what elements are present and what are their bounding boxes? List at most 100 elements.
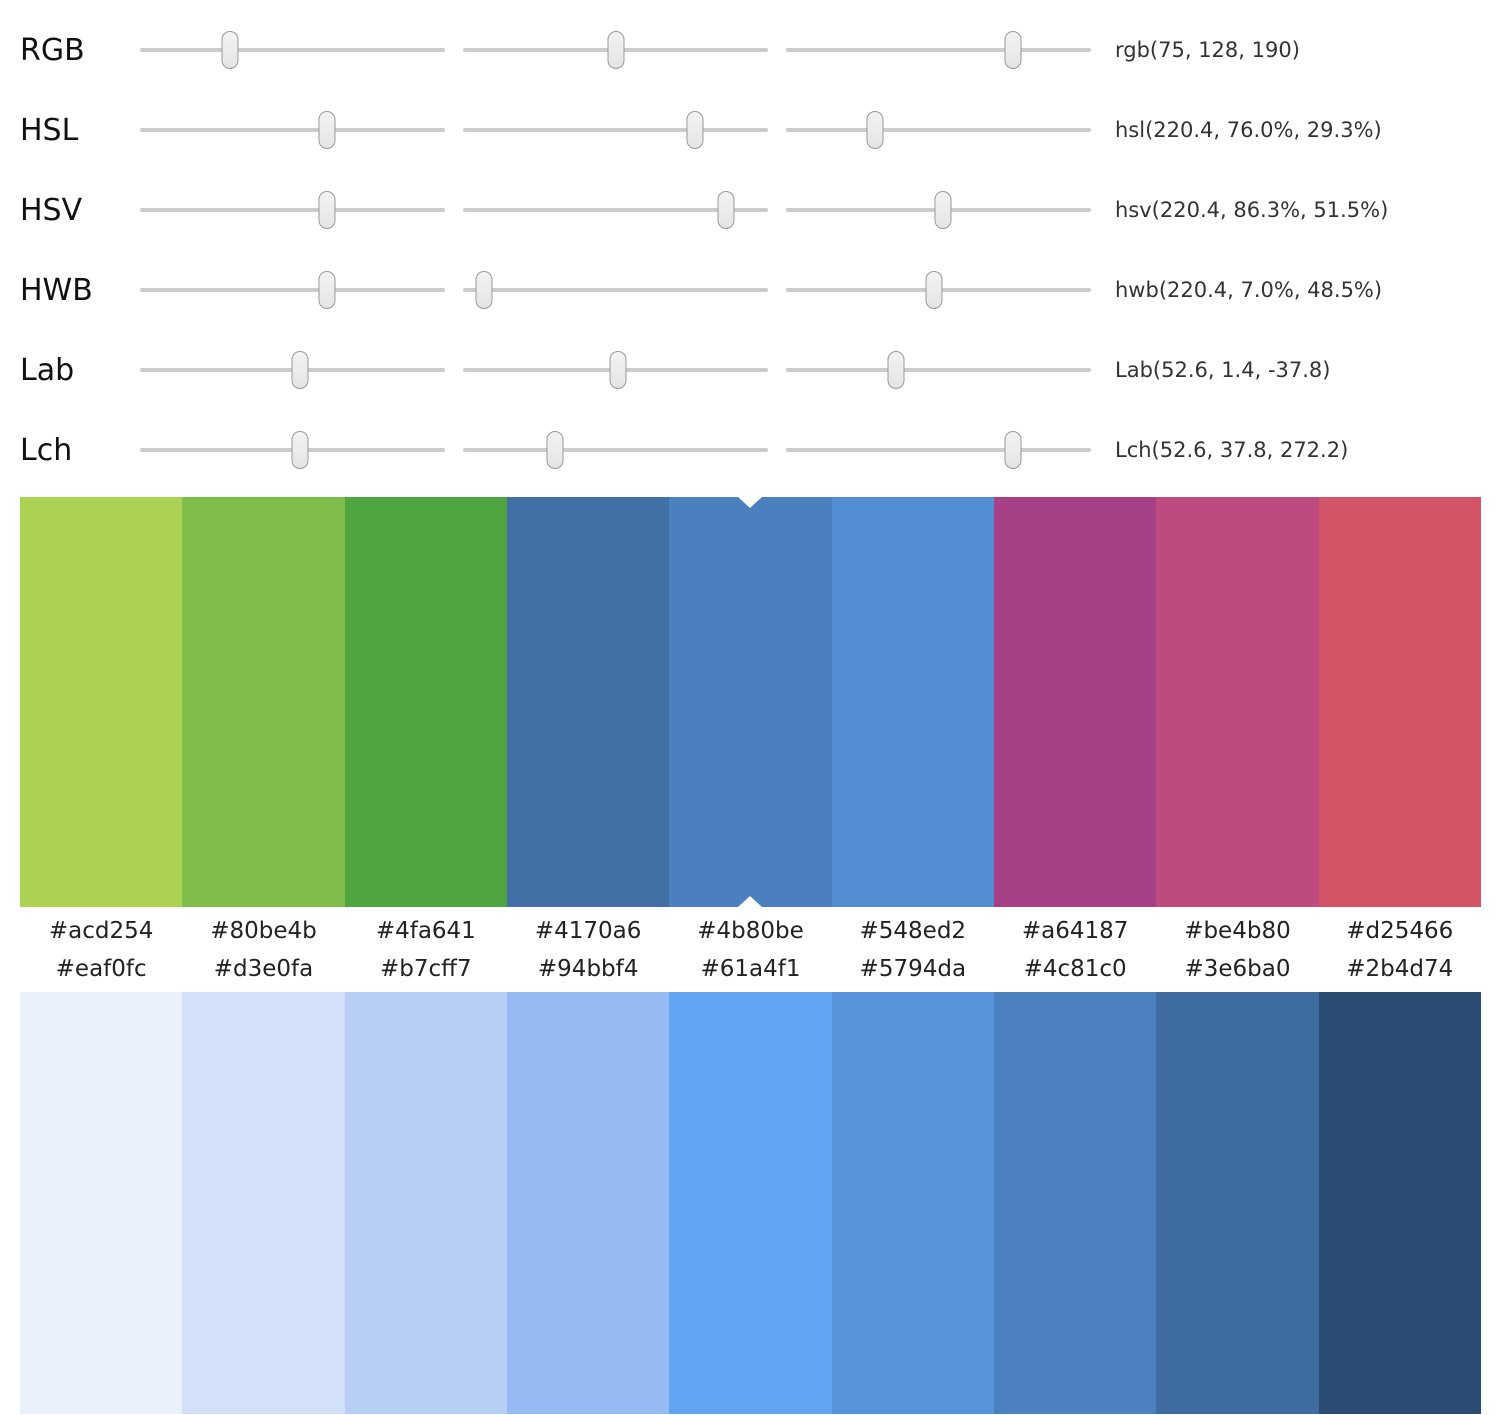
slider-channel-1[interactable] [140, 187, 445, 233]
slider-channel-1[interactable] [140, 427, 445, 473]
palette-swatch[interactable] [1156, 497, 1319, 907]
colorspace-label: Lch [20, 432, 73, 468]
palette-swatch[interactable] [344, 497, 507, 907]
scale-palette [20, 992, 1481, 1414]
colorspace-label: Lab [20, 352, 75, 388]
slider-thumb[interactable] [318, 191, 336, 229]
colorspace-label: RGB [20, 32, 85, 68]
color-value-text: hsv(220.4, 86.3%, 51.5%) [1115, 198, 1389, 222]
palette-swatch[interactable] [669, 992, 832, 1414]
hex-label: #b7cff7 [380, 956, 472, 982]
hex-label: #61a4f1 [700, 956, 801, 982]
slider-thumb[interactable] [866, 111, 884, 149]
slider-track [463, 128, 768, 132]
hex-label: #3e6ba0 [1184, 956, 1291, 982]
palette-swatch[interactable] [20, 992, 183, 1414]
palette-swatch[interactable] [506, 497, 670, 907]
palette-swatch[interactable] [831, 992, 994, 1414]
slider-track [786, 128, 1091, 132]
slider-thumb[interactable] [318, 111, 336, 149]
slider-thumb[interactable] [318, 271, 336, 309]
slider-channel-1[interactable] [140, 347, 445, 393]
hex-label: #a64187 [1021, 918, 1129, 944]
palette-swatch[interactable] [506, 992, 670, 1414]
slider-thumb[interactable] [291, 431, 309, 469]
hex-label: #4170a6 [534, 918, 642, 944]
main-palette-labels: #acd254 #80be4b #4fa641 #4170a6 #4b80be … [20, 907, 1481, 956]
hex-label: #2b4d74 [1346, 956, 1454, 982]
hex-label: #d25466 [1346, 918, 1454, 944]
slider-channel-2[interactable] [463, 107, 768, 153]
slider-track [786, 48, 1091, 52]
slider-track [140, 48, 445, 52]
hex-label: #eaf0fc [55, 956, 147, 982]
palette-swatch[interactable] [1318, 992, 1481, 1414]
palette-swatch[interactable] [993, 992, 1157, 1414]
hex-label: #80be4b [210, 918, 317, 944]
slider-thumb[interactable] [934, 191, 952, 229]
palette-swatch[interactable] [344, 992, 507, 1414]
slider-row-hwb: HWB hwb(220.4, 7.0%, 48.5%) [20, 250, 1481, 330]
slider-thumb[interactable] [925, 271, 943, 309]
slider-channel-3[interactable] [786, 187, 1091, 233]
slider-track [786, 368, 1091, 372]
hex-label: #acd254 [48, 918, 154, 944]
slider-track [463, 288, 768, 292]
slider-channel-2[interactable] [463, 347, 768, 393]
slider-channel-3[interactable] [786, 267, 1091, 313]
hex-label: #d3e0fa [213, 956, 314, 982]
slider-track [140, 208, 445, 212]
slider-row-hsv: HSV hsv(220.4, 86.3%, 51.5%) [20, 170, 1481, 250]
hex-label: #be4b80 [1184, 918, 1291, 944]
palette-swatch-selected[interactable] [669, 497, 832, 907]
palette-swatch[interactable] [182, 497, 345, 907]
palette-swatch[interactable] [831, 497, 994, 907]
colorspace-sliders: RGB rgb(75, 128, 190) HSL hsl(220.4, [0, 0, 1501, 490]
slider-row-lab: Lab Lab(52.6, 1.4, -37.8) [20, 330, 1481, 410]
slider-thumb[interactable] [291, 351, 309, 389]
palette-swatch[interactable] [993, 497, 1157, 907]
color-value-text: Lch(52.6, 37.8, 272.2) [1115, 438, 1349, 462]
slider-channel-1[interactable] [140, 267, 445, 313]
slider-thumb[interactable] [887, 351, 905, 389]
slider-channel-2[interactable] [463, 187, 768, 233]
slider-thumb[interactable] [546, 431, 563, 469]
palette-swatch[interactable] [1156, 992, 1319, 1414]
palette-swatch[interactable] [182, 992, 345, 1414]
slider-thumb[interactable] [609, 351, 627, 389]
hex-label: #94bbf4 [537, 956, 639, 982]
colorspace-label: HSV [20, 192, 83, 228]
slider-thumb[interactable] [475, 271, 493, 309]
slider-row-lch: Lch Lch(52.6, 37.8, 272.2) [20, 410, 1481, 490]
slider-channel-3[interactable] [786, 427, 1091, 473]
slider-thumb[interactable] [717, 191, 735, 229]
slider-row-rgb: RGB rgb(75, 128, 190) [20, 10, 1481, 90]
slider-channel-3[interactable] [786, 27, 1091, 73]
palette-swatch[interactable] [20, 497, 183, 907]
slider-channel-2[interactable] [463, 427, 768, 473]
hex-label: #4c81c0 [1023, 956, 1127, 982]
slider-thumb[interactable] [1004, 431, 1022, 469]
slider-thumb[interactable] [686, 111, 704, 149]
slider-row-hsl: HSL hsl(220.4, 76.0%, 29.3%) [20, 90, 1481, 170]
main-palette [20, 497, 1481, 907]
slider-channel-2[interactable] [463, 27, 768, 73]
slider-track [463, 448, 768, 452]
colorspace-label: HWB [20, 272, 93, 308]
slider-track [140, 128, 445, 132]
slider-channel-1[interactable] [140, 107, 445, 153]
selection-notch-top [738, 497, 763, 508]
slider-channel-1[interactable] [140, 27, 445, 73]
palette-swatch[interactable] [1318, 497, 1481, 907]
slider-channel-3[interactable] [786, 347, 1091, 393]
slider-track [140, 288, 445, 292]
slider-thumb[interactable] [1004, 31, 1022, 69]
color-value-text: hwb(220.4, 7.0%, 48.5%) [1115, 278, 1383, 302]
slider-thumb[interactable] [607, 31, 625, 69]
hex-label: #4fa641 [375, 918, 476, 944]
slider-track [463, 208, 768, 212]
slider-channel-2[interactable] [463, 267, 768, 313]
scale-palette-labels: #eaf0fc #d3e0fa #b7cff7 #94bbf4 #61a4f1 … [20, 956, 1481, 992]
slider-channel-3[interactable] [786, 107, 1091, 153]
slider-thumb[interactable] [221, 31, 239, 69]
